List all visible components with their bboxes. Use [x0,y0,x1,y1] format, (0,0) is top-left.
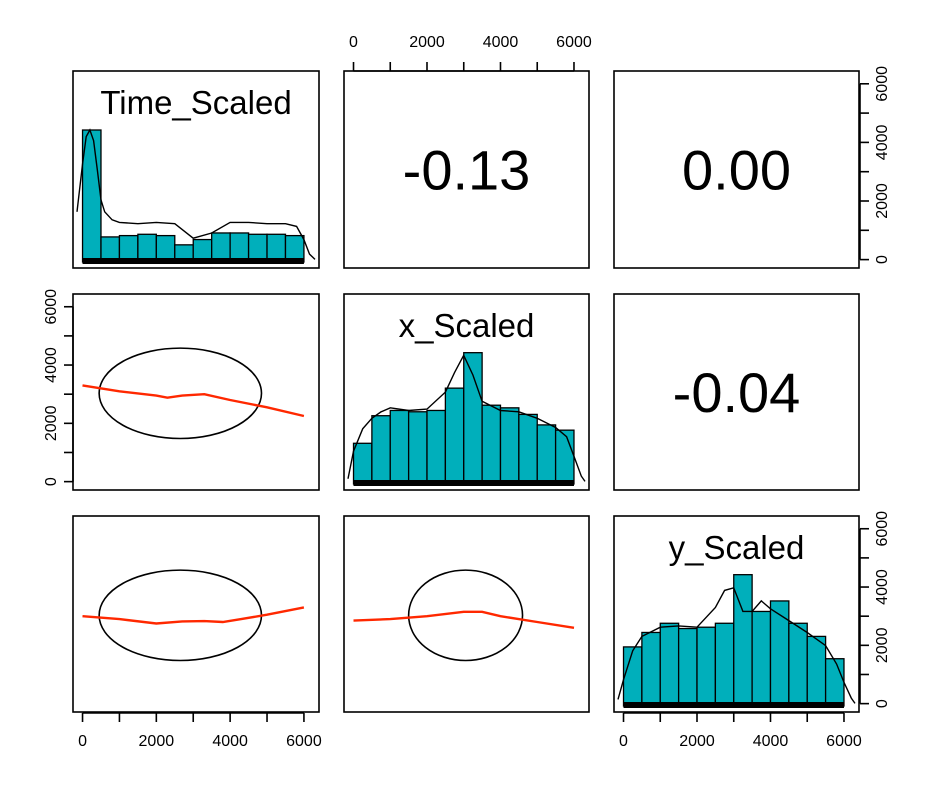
hist-bar [229,232,250,263]
hist-bar [211,232,231,263]
tick-label: 2000 [409,34,445,51]
hist-bar [81,129,102,263]
hist-bar [714,622,735,707]
hist-bar [824,658,845,707]
tick-label: 0 [349,34,358,51]
hist-bar [659,622,680,707]
rug-strip [623,702,844,708]
panel-box-r1-c1 [343,293,590,491]
panel-box-r0-c0 [72,70,320,269]
hist-bar [806,635,827,707]
correlation-ellipse [98,347,263,440]
tick-label: 4000 [483,34,519,51]
hist-bar [481,404,502,485]
tick-label: 2000 [43,405,60,441]
hist-bar [769,600,790,707]
tick-label: 6000 [286,733,322,750]
loess-line [82,384,305,418]
hist-bar [788,622,808,707]
tick-label: 2000 [679,733,715,750]
hist-bar [389,409,410,485]
tick-label: 4000 [874,569,891,605]
hist-bar [407,411,428,485]
tick-label: 2000 [139,733,175,750]
hist-bar [371,415,391,485]
tick-label: 6000 [43,289,60,325]
histogram-x_Scaled [347,352,586,486]
hist-bar [352,442,373,485]
tick-label: 4000 [753,733,789,750]
panel-box-r1-c2 [613,293,860,491]
loess-line [82,606,305,625]
tick-label: 0 [874,255,891,264]
right-axis-row-2: 0 2000 4000 6000 [859,511,891,708]
correlation-label: -0.13 [403,139,531,202]
tick-label: 0 [78,733,87,750]
tick-label: 2000 [874,183,891,219]
density-curve [617,586,856,704]
hist-bar [696,626,717,707]
panel-box-r1-c0 [72,293,320,491]
tick-label: 4000 [212,733,248,750]
hist-bar [247,233,268,263]
hist-bar [536,424,557,485]
variable-label-Time_Scaled: Time_Scaled [100,84,291,121]
correlation-label: -0.04 [673,361,801,424]
tick-label: 6000 [874,511,891,547]
tick-label: 6000 [874,66,891,102]
tick-label: 6000 [556,34,592,51]
panel-box-r2-c2 [613,515,860,713]
panel-box-r0-c2 [613,70,860,269]
panel-box-r2-c0 [72,515,320,713]
hist-bar [499,407,520,485]
hist-bar [426,409,447,485]
hist-bar [137,233,157,263]
bottom-axis-col-2: 0 2000 4000 6000 [619,712,862,750]
rug-strip [82,258,304,264]
tick-label: 2000 [874,627,891,663]
hist-bar [518,413,538,485]
density-curve [76,128,316,260]
hist-bar [266,233,287,263]
correlation-ellipse [407,569,524,662]
density-curve [347,353,586,482]
loess-line [353,610,575,629]
tick-label: 0 [43,477,60,486]
variable-label-y_Scaled: y_Scaled [669,529,805,566]
top-axis-col-1: 0 2000 4000 6000 [349,34,592,72]
hist-bar [554,429,575,485]
tick-label: 4000 [874,124,891,160]
correlation-label: 0.00 [682,139,791,202]
panel-box-r2-c1 [343,515,590,713]
hist-bar [751,610,772,707]
tick-label: 4000 [43,347,60,383]
left-axis-row-1: 0 2000 4000 6000 [43,289,74,486]
tick-label: 0 [874,699,891,708]
right-axis-row-0: 0 2000 4000 6000 [859,66,891,264]
hist-bar [622,646,643,707]
variable-label-x_Scaled: x_Scaled [399,307,535,344]
tick-label: 6000 [826,733,862,750]
hist-bar [444,387,465,485]
tick-label: 0 [619,733,628,750]
hist-bar [641,631,661,707]
hist-bar [463,352,483,485]
correlation-ellipse [98,569,263,662]
bottom-axis-col-0: 0 2000 4000 6000 [78,712,322,750]
histogram-y_Scaled [617,574,856,708]
panel-contents: Time_Scaled x_Scaled y_Scaled -0.13 0.00 -0.0… [76,84,856,708]
histogram-Time_Scaled [76,128,316,264]
rug-strip [353,480,574,486]
hist-bar [677,627,698,707]
